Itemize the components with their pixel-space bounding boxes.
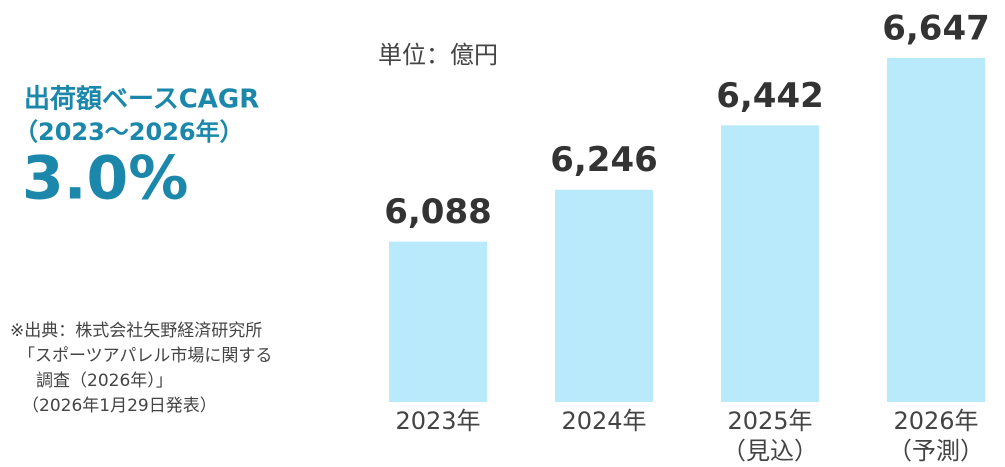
value-label: 6,246 [550,140,658,180]
x-tick-label: 2024年 [561,407,646,435]
bar [555,189,653,402]
source-line: 「スポーツアパレル市場に関する [18,346,272,366]
bar [721,125,819,402]
value-label: 6,647 [882,8,990,48]
unit-label: 単位：億円 [378,41,498,69]
x-tick-label: （予測） [888,437,984,465]
source-line: ※出典：株式会社矢野経済研究所 [10,321,262,341]
x-tick-label: 2025年 [727,407,812,435]
x-tick-label: 2026年 [893,407,978,435]
source-line: 調査（2026年）」 [36,371,173,391]
cagr-period: （2023～2026年） [14,118,244,146]
x-tick-label: （見込） [722,437,818,465]
cagr-value: 3.0% [22,144,188,214]
x-tick-label: 2023年 [395,407,480,435]
bar [389,241,487,402]
source-line: （2026年1月29日発表） [22,396,217,416]
value-label: 6,442 [716,76,824,116]
cagr-title: 出荷額ベースCAGR [24,85,259,115]
bar [887,57,985,402]
value-label: 6,088 [384,192,492,232]
